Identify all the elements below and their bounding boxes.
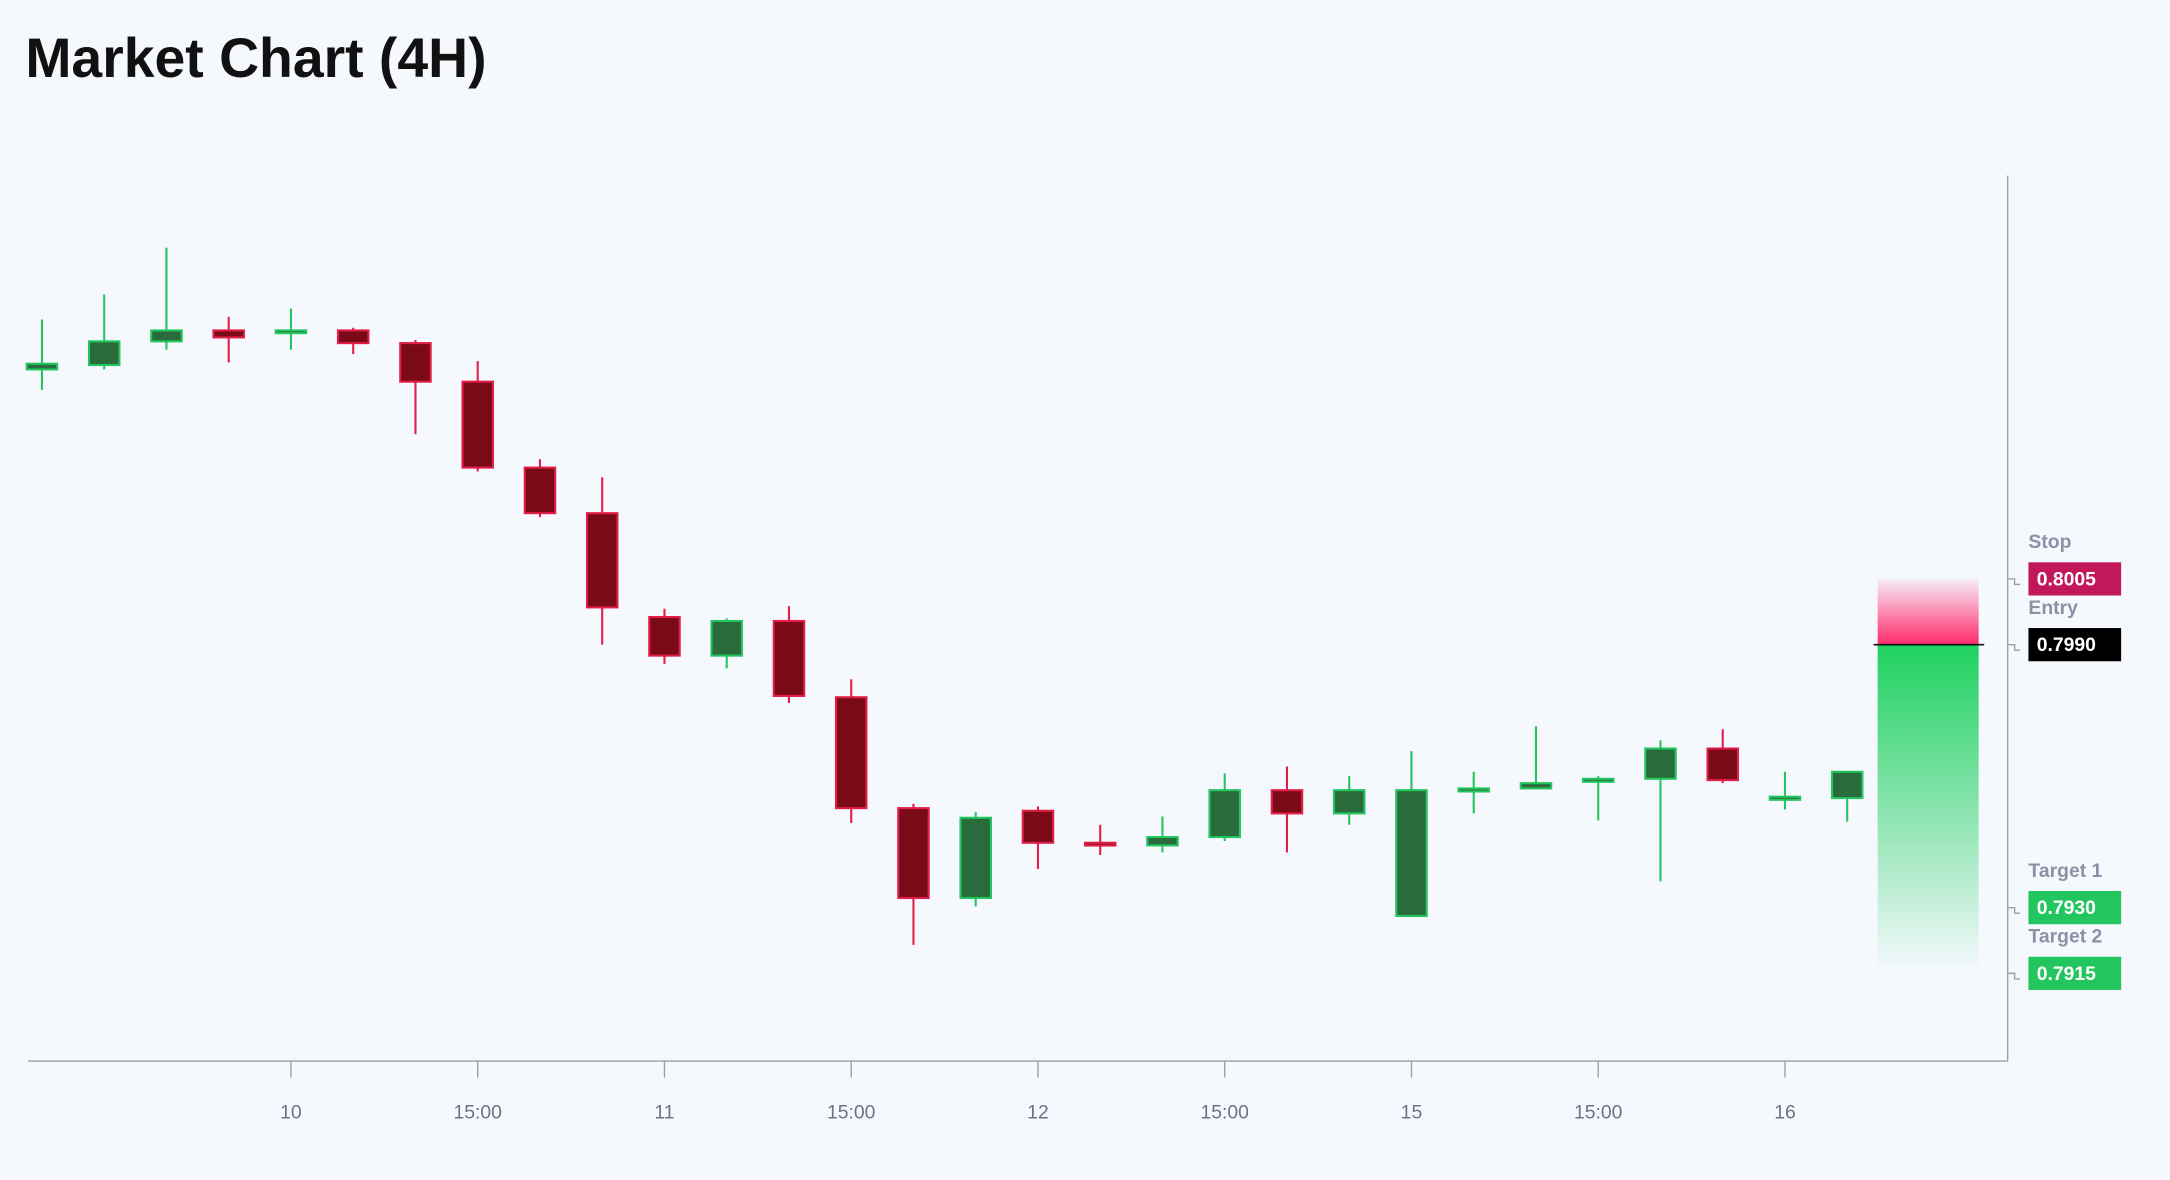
- x-tick-label: 11: [654, 1102, 674, 1124]
- level-value: 0.7915: [2037, 963, 2096, 985]
- risk-zone: [1877, 578, 1979, 645]
- candle-body: [710, 619, 743, 657]
- candle-body: [1083, 841, 1117, 847]
- level-name: Target 1: [2028, 860, 2102, 882]
- level-name: Stop: [2028, 531, 2071, 553]
- level-badge: [2028, 628, 2122, 662]
- candle-body: [1021, 809, 1055, 844]
- reward-zone: [1877, 644, 1979, 968]
- candle-body: [648, 616, 681, 657]
- candle-body: [1644, 747, 1677, 780]
- x-tick-label: 10: [280, 1102, 302, 1124]
- candle-body: [1581, 777, 1615, 783]
- candle-body: [897, 807, 930, 900]
- x-tick-label: 12: [1027, 1102, 1049, 1124]
- level-tick: [2007, 578, 2021, 586]
- candle-body: [25, 362, 59, 371]
- x-tick-label: 15:00: [1200, 1102, 1249, 1124]
- candle-body: [1270, 789, 1304, 815]
- x-tick-label: 15:00: [453, 1102, 502, 1124]
- x-tick-label: 15:00: [1574, 1102, 1623, 1124]
- candle-body: [1519, 782, 1553, 790]
- candle-body: [959, 816, 992, 900]
- candle-body: [212, 329, 245, 339]
- candle-body: [1395, 789, 1428, 917]
- candle-body: [150, 329, 183, 343]
- candle-body: [461, 380, 494, 469]
- level-value: 0.7930: [2037, 897, 2096, 919]
- level-tick: [2007, 643, 2021, 651]
- candle-body: [336, 329, 370, 345]
- x-tick-label: 15: [1401, 1102, 1423, 1124]
- level-value: 0.8005: [2037, 568, 2096, 590]
- level-tick: [2007, 906, 2021, 914]
- chart-title: Market Chart (4H): [25, 27, 486, 89]
- level-badge: [2028, 891, 2122, 925]
- candle-body: [834, 696, 868, 810]
- x-tick-label: 16: [1774, 1102, 1796, 1124]
- level-value: 0.7990: [2037, 634, 2096, 656]
- candle-body: [523, 466, 557, 515]
- level-name: Target 2: [2028, 926, 2102, 948]
- level-badge: [2028, 562, 2122, 596]
- candle-body: [1208, 789, 1241, 839]
- candle-body: [1332, 789, 1366, 815]
- level-name: Entry: [2028, 597, 2078, 619]
- x-tick-label: 15:00: [827, 1102, 876, 1124]
- level-tick: [2007, 972, 2021, 980]
- candle-body: [1457, 787, 1490, 793]
- level-badge: [2028, 956, 2122, 990]
- candle-body: [585, 512, 619, 609]
- candle-body: [1146, 836, 1179, 847]
- candle-body: [274, 329, 308, 335]
- candle-body: [1706, 747, 1739, 782]
- candle-body: [399, 342, 432, 383]
- candle-body: [87, 340, 121, 367]
- candle-body: [1768, 795, 1802, 801]
- candle-body: [1830, 770, 1864, 800]
- candle-body: [772, 619, 806, 697]
